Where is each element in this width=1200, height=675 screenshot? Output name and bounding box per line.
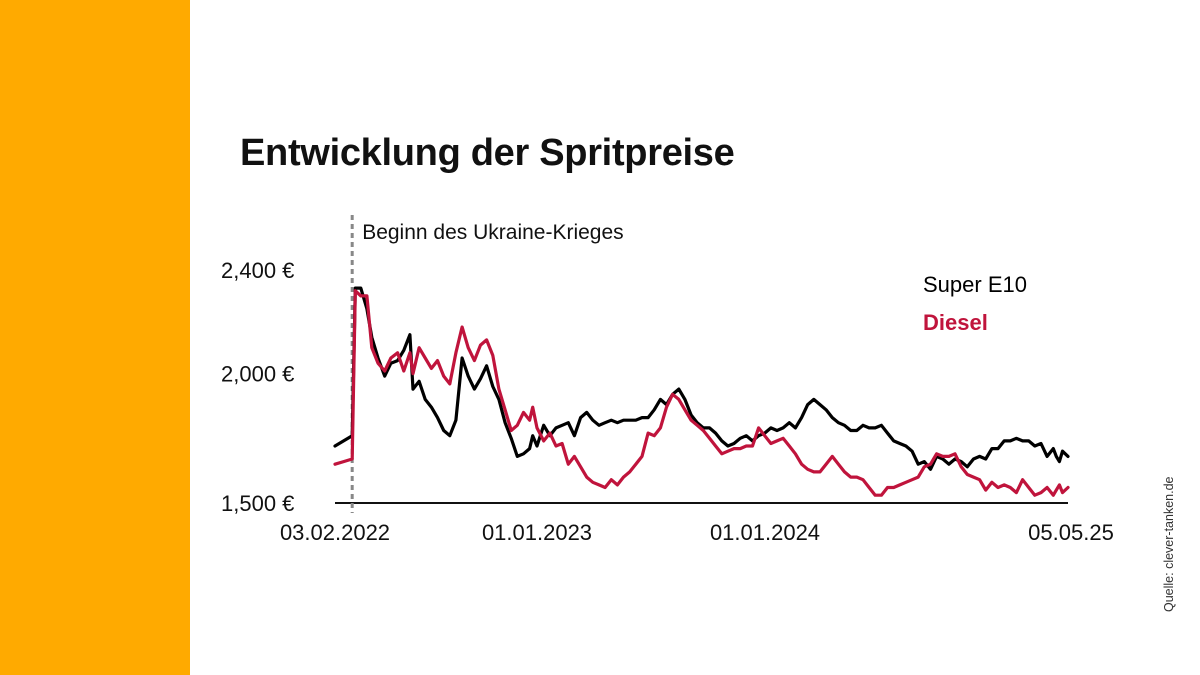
y-tick-label-0: 2,400 € [221, 258, 294, 283]
y-tick-label-2: 1,500 € [221, 491, 294, 516]
legend-label-super-e10: Super E10 [923, 272, 1027, 297]
x-tick-label-1: 01.01.2023 [482, 520, 592, 545]
source-note: Quelle: clever-tanken.de [1162, 476, 1176, 613]
x-tick-label-2: 01.01.2024 [710, 520, 820, 545]
legend-label-diesel: Diesel [923, 310, 988, 335]
x-tick-label-0: 03.02.2022 [280, 520, 390, 545]
series-line-diesel [333, 289, 1070, 497]
x-tick-label-3: 05.05.25 [1028, 520, 1114, 545]
orange-sidebar [0, 0, 190, 675]
series-line-super-e10 [333, 286, 1070, 471]
annotation-label: Beginn des Ukraine-Krieges [362, 221, 623, 244]
chart-title: Entwicklung der Spritpreise [240, 132, 735, 174]
y-tick-label-1: 2,000 € [221, 362, 294, 387]
